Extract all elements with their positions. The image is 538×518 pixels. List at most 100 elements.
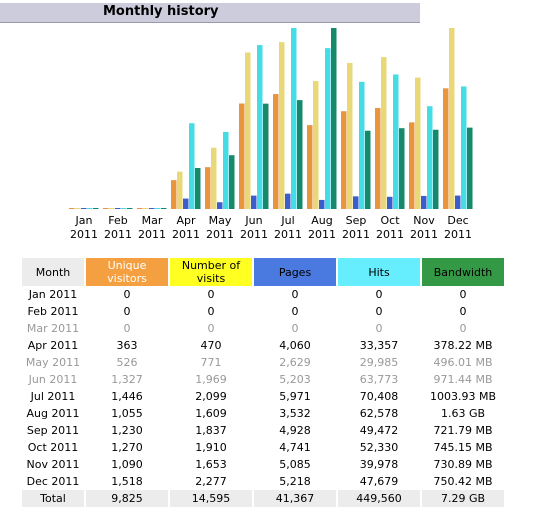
table-row: Oct 2011 1,270 1,910 4,741 52,330 745.15 MB bbox=[22, 439, 504, 456]
value-cell: 52,330 bbox=[359, 441, 399, 454]
total-label: Total bbox=[22, 490, 84, 507]
value-cell: 0 bbox=[291, 288, 299, 301]
value-cell: 47,679 bbox=[359, 475, 399, 488]
value-cell: 0 bbox=[207, 288, 215, 301]
value-cell: 29,985 bbox=[359, 356, 399, 369]
bar bbox=[87, 208, 93, 209]
bar bbox=[467, 127, 473, 209]
value-cell: 5,085 bbox=[279, 458, 311, 471]
bar bbox=[75, 208, 81, 209]
bar bbox=[183, 198, 189, 209]
x-tick-label: May 2011 bbox=[206, 214, 234, 241]
bar bbox=[365, 130, 371, 209]
bar bbox=[137, 208, 143, 209]
bar bbox=[325, 48, 331, 210]
bar bbox=[381, 57, 387, 209]
bar bbox=[69, 208, 75, 209]
column-header: Pages bbox=[254, 258, 336, 286]
value-cell: 0 bbox=[123, 322, 131, 335]
value-cell: 378.22 MB bbox=[433, 339, 493, 352]
bar bbox=[229, 155, 235, 209]
value-cell: 721.79 MB bbox=[433, 424, 493, 437]
total-cell: 41,367 bbox=[254, 490, 336, 507]
x-tick-label: Jan 2011 bbox=[70, 214, 98, 241]
bar bbox=[223, 131, 229, 209]
value-cell: 771 bbox=[200, 356, 222, 369]
value-cell: 1,837 bbox=[195, 424, 227, 437]
x-tick-label: Feb 2011 bbox=[104, 214, 132, 241]
month-cell: Sep 2011 bbox=[26, 424, 80, 437]
section-title: Monthly history bbox=[103, 4, 219, 19]
history-table: Month Unique visitors Number of visits Page… bbox=[20, 258, 506, 507]
value-cell: 4,928 bbox=[279, 424, 311, 437]
value-cell: 745.15 MB bbox=[433, 441, 493, 454]
x-tick-label: Aug 2011 bbox=[308, 214, 336, 241]
value-cell: 1,609 bbox=[195, 407, 227, 420]
month-cell: Aug 2011 bbox=[26, 407, 80, 420]
column-header: Unique visitors bbox=[86, 258, 168, 286]
value-cell: 1,653 bbox=[195, 458, 227, 471]
value-cell: 0 bbox=[375, 288, 383, 301]
value-cell: 1,518 bbox=[111, 475, 143, 488]
bar bbox=[121, 208, 127, 209]
bar bbox=[455, 195, 461, 209]
column-header: Month bbox=[22, 258, 84, 286]
total-row: Total 9,825 14,595 41,367 449,560 7.29 GB bbox=[22, 490, 504, 507]
column-header: Number of visits bbox=[170, 258, 252, 286]
bar bbox=[205, 167, 211, 209]
value-cell: 1,327 bbox=[111, 373, 143, 386]
chart bbox=[69, 28, 473, 210]
bar bbox=[279, 42, 285, 209]
month-cell: Oct 2011 bbox=[27, 441, 79, 454]
table-row: Sep 2011 1,230 1,837 4,928 49,472 721.79 MB bbox=[22, 422, 504, 439]
bar bbox=[331, 28, 337, 209]
bar bbox=[103, 208, 109, 209]
value-cell: 2,099 bbox=[195, 390, 227, 403]
x-tick-label: Jun 2011 bbox=[240, 214, 268, 241]
x-tick-label: Mar 2011 bbox=[138, 214, 166, 241]
month-cell: Mar 2011 bbox=[26, 322, 80, 335]
bar bbox=[347, 62, 353, 209]
value-cell: 0 bbox=[459, 305, 467, 318]
value-cell: 1,055 bbox=[111, 407, 143, 420]
bar bbox=[415, 77, 421, 209]
value-cell: 0 bbox=[291, 305, 299, 318]
bar bbox=[245, 52, 251, 209]
bar bbox=[393, 74, 399, 210]
bar bbox=[285, 193, 291, 209]
value-cell: 1,446 bbox=[111, 390, 143, 403]
bar bbox=[109, 208, 115, 209]
bar bbox=[421, 195, 427, 209]
value-cell: 0 bbox=[207, 305, 215, 318]
month-cell: Jan 2011 bbox=[28, 288, 78, 301]
value-cell: 526 bbox=[116, 356, 138, 369]
bar bbox=[257, 45, 263, 210]
value-cell: 0 bbox=[375, 322, 383, 335]
value-cell: 0 bbox=[123, 305, 131, 318]
section-title-bar: Monthly history bbox=[0, 3, 420, 23]
value-cell: 0 bbox=[459, 288, 467, 301]
bar bbox=[251, 195, 257, 209]
value-cell: 0 bbox=[291, 322, 299, 335]
value-cell: 0 bbox=[375, 305, 383, 318]
bar bbox=[195, 167, 201, 209]
bar bbox=[217, 202, 223, 209]
table-row: Jul 2011 1,446 2,099 5,971 70,408 1003.93 MB bbox=[22, 388, 504, 405]
bar bbox=[239, 103, 245, 209]
table-row: Jun 2011 1,327 1,969 5,203 63,773 971.44 MB bbox=[22, 371, 504, 388]
bar bbox=[161, 208, 167, 209]
value-cell: 1,969 bbox=[195, 373, 227, 386]
table-row: Dec 2011 1,518 2,277 5,218 47,679 750.42 MB bbox=[22, 473, 504, 490]
month-cell: Dec 2011 bbox=[26, 475, 80, 488]
value-cell: 1.63 GB bbox=[440, 407, 486, 420]
value-cell: 0 bbox=[207, 322, 215, 335]
bar bbox=[127, 208, 133, 209]
x-tick-label: Apr 2011 bbox=[172, 214, 200, 241]
bar bbox=[307, 125, 313, 209]
bar bbox=[273, 94, 279, 209]
value-cell: 4,060 bbox=[279, 339, 311, 352]
month-cell: Jul 2011 bbox=[30, 390, 76, 403]
total-cell: 449,560 bbox=[338, 490, 420, 507]
value-cell: 4,741 bbox=[279, 441, 311, 454]
bar bbox=[443, 88, 449, 209]
